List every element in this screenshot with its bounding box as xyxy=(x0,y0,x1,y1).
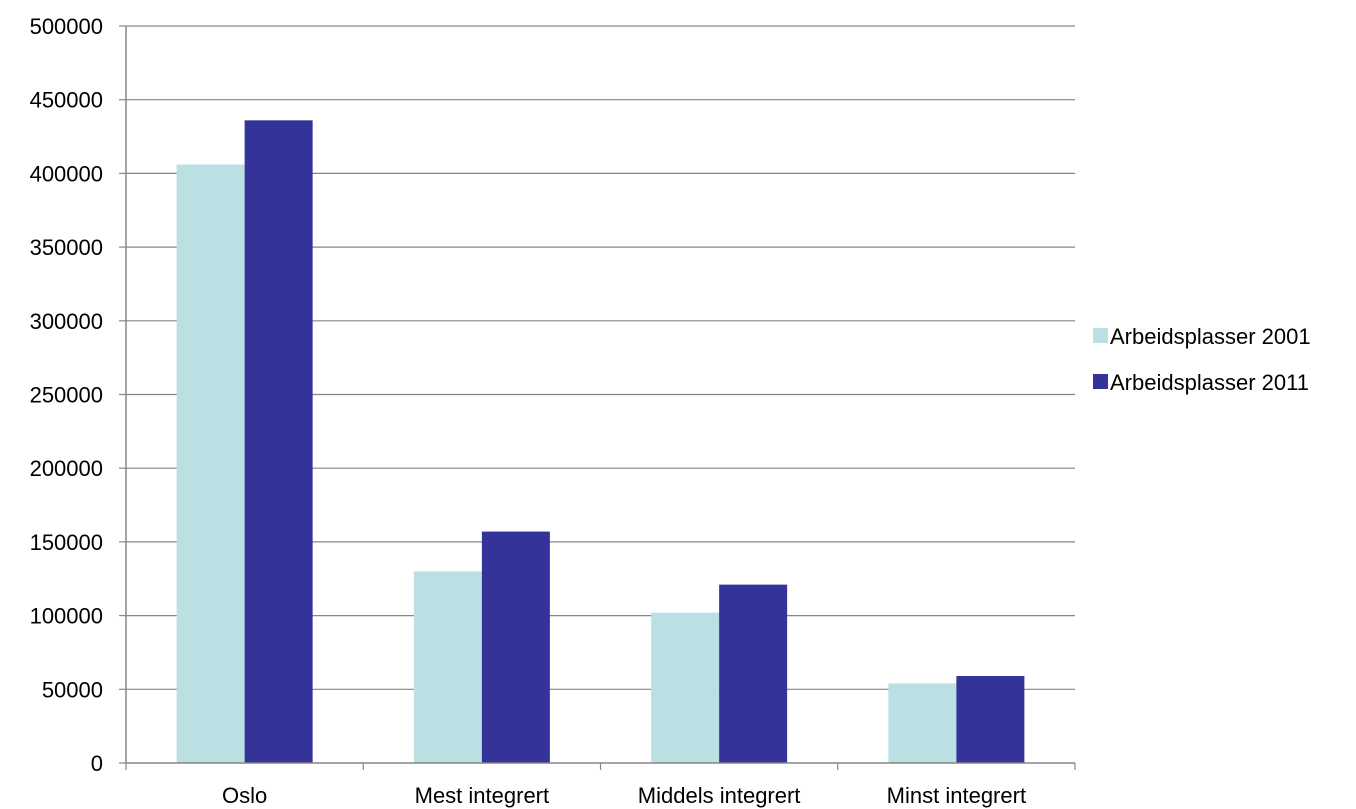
y-tick-label: 200000 xyxy=(30,456,103,481)
legend-label: Arbeidsplasser 2011 xyxy=(1110,370,1309,395)
bar xyxy=(719,584,788,763)
bar xyxy=(244,120,313,763)
legend-swatch xyxy=(1093,374,1108,389)
y-tick-label: 50000 xyxy=(42,677,103,702)
y-tick-label: 400000 xyxy=(30,161,103,186)
x-tick-labels: Oslo Mest integrert Middels integrert Minst… xyxy=(222,783,1026,808)
legend-swatch xyxy=(1093,328,1108,343)
y-tick-labels: 0 50000 100000 150000 200000 250000 300000 3500… xyxy=(30,14,103,776)
axes xyxy=(125,26,1075,764)
x-tick-label: Mest integrert xyxy=(415,783,550,808)
bars xyxy=(176,120,1025,763)
y-tick-label: 150000 xyxy=(30,530,103,555)
x-tick-label: Minst integrert xyxy=(887,783,1026,808)
y-tick-label: 100000 xyxy=(30,604,103,629)
bar xyxy=(956,676,1025,763)
bar xyxy=(176,164,245,763)
y-tick-label: 0 xyxy=(91,751,103,776)
x-tick-label: Oslo xyxy=(222,783,267,808)
y-tick-label: 500000 xyxy=(30,14,103,39)
bar xyxy=(481,531,550,763)
bar xyxy=(413,571,482,763)
legend-label: Arbeidsplasser 2001 xyxy=(1110,324,1311,349)
bar xyxy=(888,683,957,763)
y-tick-label: 350000 xyxy=(30,235,103,260)
x-tick-label: Middels integrert xyxy=(638,783,801,808)
legend: Arbeidsplasser 2001 Arbeidsplasser 2011 xyxy=(1093,324,1311,395)
y-tick-label: 250000 xyxy=(30,383,103,408)
y-tick-label: 450000 xyxy=(30,88,103,113)
y-tick-label: 300000 xyxy=(30,309,103,334)
bar xyxy=(651,612,720,763)
